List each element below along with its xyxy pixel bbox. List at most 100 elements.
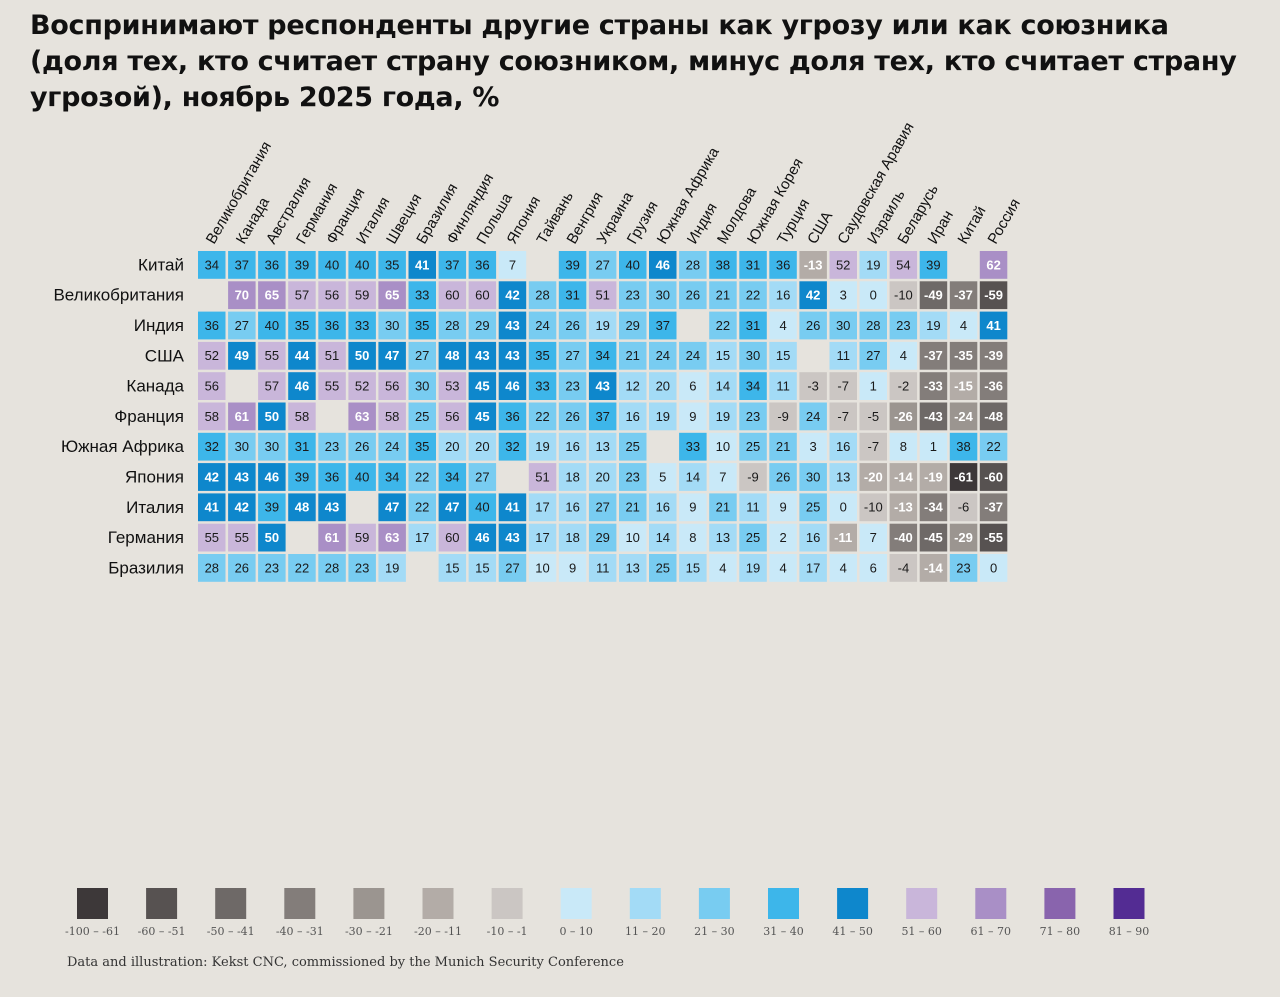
cell-value-label: 35 [415, 318, 429, 333]
heatmap-cell [558, 402, 587, 431]
cell-value-label: 26 [806, 318, 820, 333]
heatmap-cell [588, 341, 617, 370]
cell-value-label: 7 [719, 469, 726, 484]
cell-value-label: 65 [265, 288, 279, 303]
column-label: Россия [985, 196, 1024, 247]
cell-value-label: -19 [924, 469, 943, 484]
heatmap-cell [408, 432, 436, 461]
heatmap-cells: 34 37 36 39 40 40 35 41 37 36 7 39 27 40 46 28 38 31 36 -13… [198, 251, 1008, 582]
heatmap-cell [468, 281, 497, 310]
heatmap-cell [679, 402, 707, 431]
heatmap-cell [258, 432, 286, 461]
cell-value-label: 28 [325, 560, 339, 575]
cell-value-label: -10 [894, 288, 913, 303]
heatmap-cell [408, 341, 436, 370]
heatmap-cell [408, 372, 436, 400]
heatmap-cell [739, 311, 767, 340]
legend-swatch [146, 888, 178, 919]
cell-value-label: 19 [595, 318, 609, 333]
legend-swatch [629, 888, 661, 919]
cell-value-label: 23 [956, 560, 970, 575]
cell-value-label: 42 [235, 500, 249, 515]
heatmap-cell [468, 402, 497, 431]
heatmap-cell [679, 463, 707, 491]
heatmap-cell [859, 341, 887, 370]
legend-swatch [215, 888, 247, 919]
heatmap-cell [709, 281, 737, 310]
heatmap-cell [438, 281, 467, 310]
heatmap-cell [619, 251, 647, 279]
cell-value-label: 24 [686, 348, 700, 363]
heatmap-cell [498, 372, 527, 400]
heatmap-cell [198, 463, 226, 491]
heatmap-cell [318, 341, 346, 370]
heatmap-cell [528, 341, 557, 370]
heatmap-cell [378, 341, 406, 370]
heatmap-cell [919, 311, 948, 340]
source-note: Data and illustration: Kekst CNC, commis… [67, 955, 624, 970]
heatmap-cell [649, 402, 677, 431]
cell-value-label: 43 [595, 379, 609, 394]
heatmap-cell [198, 432, 226, 461]
heatmap-cell [979, 281, 1008, 310]
cell-value-label: 10 [625, 530, 639, 545]
cell-value-label: 19 [656, 409, 670, 424]
cell-value-label: 4 [900, 348, 907, 363]
cell-value-label: 23 [896, 318, 910, 333]
heatmap-cell [919, 493, 948, 522]
cell-value-label: 58 [205, 409, 219, 424]
cell-value-label: 28 [205, 560, 219, 575]
cell-value-label: 32 [205, 439, 219, 454]
cell-value-label: 46 [265, 469, 279, 484]
heatmap-cell [859, 554, 887, 582]
heatmap-cell [739, 493, 767, 522]
cell-value-label: 40 [265, 318, 279, 333]
cell-value-label: 34 [445, 469, 459, 484]
legend-label: 31 – 40 [763, 925, 804, 938]
cell-value-label: -14 [924, 560, 944, 575]
heatmap-cell [709, 493, 737, 522]
heatmap-cell [979, 493, 1008, 522]
heatmap-cell [829, 372, 857, 400]
row-label: Канада [126, 377, 184, 396]
heatmap-cell [859, 311, 887, 340]
heatmap-cell [468, 554, 497, 582]
heatmap-cell [558, 463, 587, 491]
cell-value-label: -45 [924, 530, 943, 545]
heatmap-cell [558, 554, 587, 582]
legend-swatch [77, 888, 108, 919]
cell-value-label: 39 [295, 257, 309, 272]
cell-value-label: 50 [355, 348, 369, 363]
cell-value-label: 23 [565, 379, 579, 394]
cell-value-label: 41 [205, 500, 219, 515]
cell-value-label: -34 [924, 500, 944, 515]
heatmap-cell [649, 523, 677, 552]
heatmap-cell [528, 523, 557, 552]
cell-value-label: 29 [595, 530, 609, 545]
cell-value-label: -7 [837, 409, 849, 424]
heatmap-cell [949, 281, 978, 310]
column-label: Иран [924, 208, 957, 247]
heatmap-cell [408, 493, 436, 522]
heatmap-cell [679, 251, 707, 279]
heatmap-cell [498, 402, 527, 431]
heatmap-cell [979, 554, 1008, 582]
cell-value-label: 40 [325, 257, 339, 272]
cell-value-label: -40 [894, 530, 913, 545]
cell-value-label: 52 [205, 348, 219, 363]
cell-value-label: -33 [924, 379, 943, 394]
heatmap-cell [438, 523, 467, 552]
legend-swatch [837, 888, 869, 919]
heatmap-cell [679, 554, 707, 582]
row-label: США [145, 346, 185, 365]
cell-value-label: 23 [325, 439, 339, 454]
column-label: США [804, 209, 836, 247]
cell-value-label: 56 [325, 288, 339, 303]
heatmap-cell [498, 554, 527, 582]
cell-value-label: 33 [415, 288, 429, 303]
cell-value-label: -35 [954, 348, 973, 363]
heatmap-cell [769, 523, 797, 552]
heatmap-cell [258, 281, 286, 310]
heatmap-cell [739, 341, 767, 370]
heatmap-cell [258, 341, 286, 370]
